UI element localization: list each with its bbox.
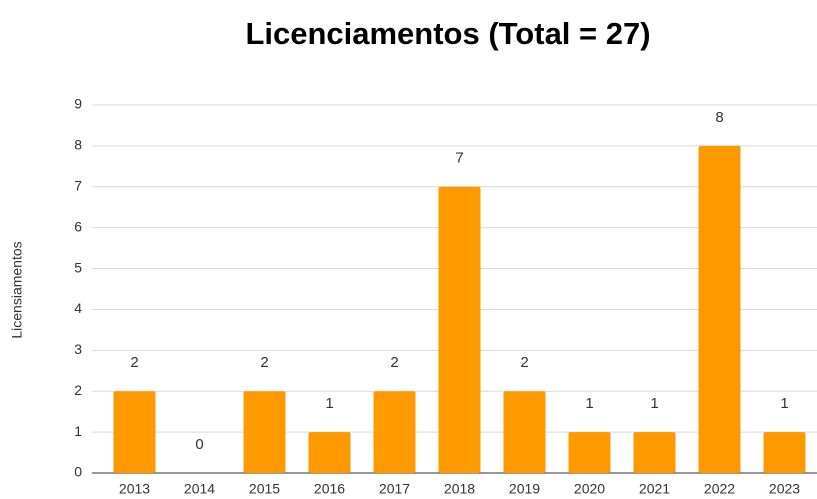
data-label: 8 xyxy=(715,109,723,126)
y-tick-label: 6 xyxy=(74,218,82,234)
data-label: 1 xyxy=(780,395,788,412)
x-tick-label: 2015 xyxy=(249,481,280,497)
data-label: 1 xyxy=(585,395,593,412)
bar xyxy=(698,145,741,473)
x-tick-label: 2020 xyxy=(574,481,605,497)
y-tick-label: 4 xyxy=(74,300,82,316)
y-tick-label: 3 xyxy=(74,341,82,357)
x-tick-label: 2016 xyxy=(314,481,345,497)
bar xyxy=(763,432,806,473)
bar xyxy=(373,391,416,473)
y-tick-label: 5 xyxy=(74,259,82,275)
bar xyxy=(308,432,351,473)
x-tick-label: 2017 xyxy=(379,481,410,497)
x-tick-label: 2023 xyxy=(769,481,800,497)
x-tick-label: 2013 xyxy=(119,481,150,497)
chart-title: Licenciamentos (Total = 27) xyxy=(245,16,650,51)
x-tick-label: 2022 xyxy=(704,481,735,497)
y-axis-label: Licensiamentos xyxy=(9,241,25,338)
bar xyxy=(438,186,481,473)
y-tick-label: 0 xyxy=(74,464,82,480)
data-label: 0 xyxy=(195,436,203,453)
y-tick-label: 1 xyxy=(74,423,82,439)
bar xyxy=(503,391,546,473)
data-label: 1 xyxy=(325,395,333,412)
bar xyxy=(568,432,611,473)
y-tick-label: 2 xyxy=(74,382,82,398)
data-label: 1 xyxy=(650,395,658,412)
x-tick-label: 2019 xyxy=(509,481,540,497)
y-tick-label: 9 xyxy=(74,96,82,112)
x-tick-label: 2018 xyxy=(444,481,475,497)
y-tick-label: 8 xyxy=(74,137,82,153)
bar xyxy=(243,391,286,473)
data-label: 2 xyxy=(260,354,268,371)
bar xyxy=(633,432,676,473)
data-label: 2 xyxy=(130,354,138,371)
data-label: 2 xyxy=(390,354,398,371)
x-tick-label: 2021 xyxy=(639,481,670,497)
x-tick-label: 2014 xyxy=(184,481,215,497)
data-label: 2 xyxy=(520,354,528,371)
y-tick-label: 7 xyxy=(74,177,82,193)
bar xyxy=(113,391,156,473)
data-label: 7 xyxy=(455,150,463,167)
